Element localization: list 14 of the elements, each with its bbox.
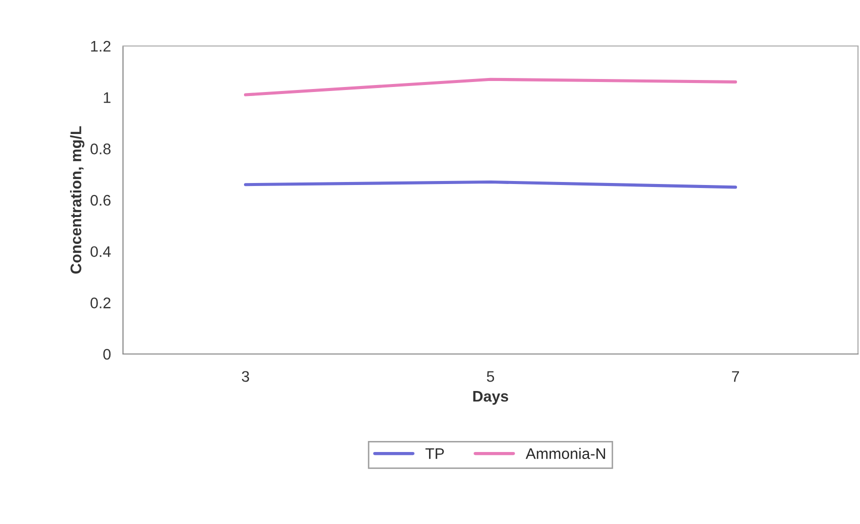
- legend-label: TP: [425, 448, 444, 459]
- x-axis-title: Days: [473, 391, 508, 405]
- x-tick-label: 7: [732, 371, 739, 382]
- y-tick-label: 1: [104, 92, 110, 103]
- y-tick-label: 0: [103, 348, 111, 360]
- x-tick-label: 5: [486, 371, 494, 382]
- y-axis-title: Concentration, mg/L: [70, 126, 84, 274]
- y-tick-label: 0.6: [90, 194, 111, 206]
- y-tick-label: 0.2: [90, 298, 110, 308]
- y-tick-label: 0.8: [90, 144, 111, 154]
- y-tick-label: 1.2: [91, 40, 110, 52]
- legend-label: Ammonia-N: [526, 448, 606, 460]
- x-tick-label: 3: [242, 371, 250, 382]
- y-tick-label: 0.4: [90, 246, 111, 258]
